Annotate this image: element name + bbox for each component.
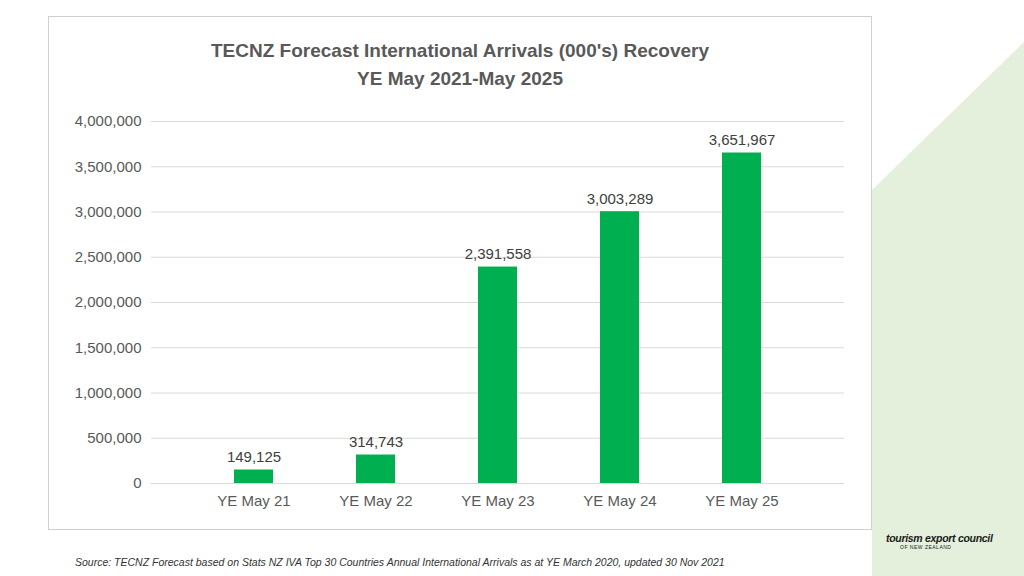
svg-text:3,651,967: 3,651,967 [709, 131, 776, 148]
svg-text:149,125: 149,125 [227, 448, 281, 465]
svg-text:3,000,000: 3,000,000 [75, 203, 142, 220]
html-text:Source: TECNZ Forecast based o: Source: TECNZ Forecast based on Stats NZ… [75, 556, 725, 568]
svg-text:0: 0 [133, 474, 141, 491]
svg-text:1,000,000: 1,000,000 [75, 384, 142, 401]
svg-text:500,000: 500,000 [87, 429, 141, 446]
html-text:YE May 2021-May 2025: YE May 2021-May 2025 [357, 68, 563, 89]
svg-text:3,500,000: 3,500,000 [75, 158, 142, 175]
svg-text:1,500,000: 1,500,000 [75, 339, 142, 356]
svg-text:YE May 22: YE May 22 [339, 492, 412, 509]
svg-text:4,000,000: 4,000,000 [75, 112, 142, 129]
svg-text:3,003,289: 3,003,289 [587, 190, 654, 207]
html-text:tourism export council: tourism export council [886, 532, 993, 544]
html-text:OF NEW ZEALAND: OF NEW ZEALAND [900, 544, 952, 550]
svg-text:YE May 25: YE May 25 [705, 492, 778, 509]
html-text:TECNZ Forecast International A: TECNZ Forecast International Arrivals (0… [211, 40, 709, 61]
svg-text:2,000,000: 2,000,000 [75, 293, 142, 310]
svg-text:YE May 24: YE May 24 [583, 492, 656, 509]
svg-text:2,500,000: 2,500,000 [75, 248, 142, 265]
svg-text:YE May 23: YE May 23 [461, 492, 534, 509]
svg-text:2,391,558: 2,391,558 [465, 245, 532, 262]
svg-text:YE May 21: YE May 21 [217, 492, 290, 509]
svg-text:314,743: 314,743 [349, 433, 403, 450]
